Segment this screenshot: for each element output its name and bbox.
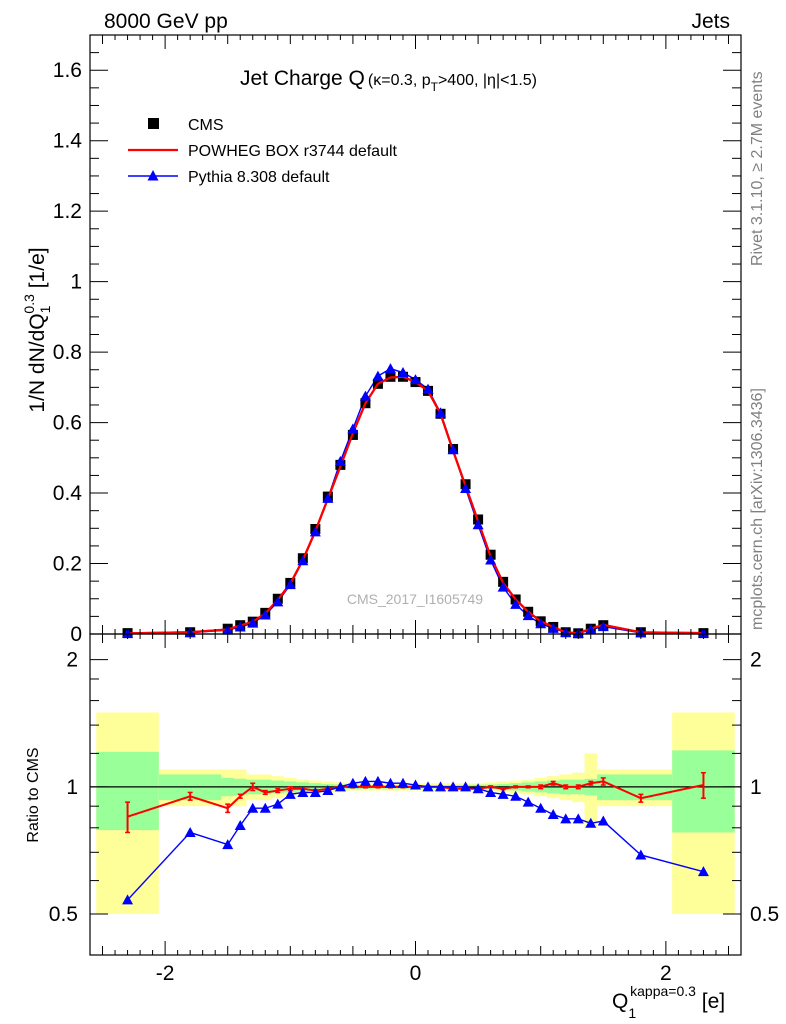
data-point-triangle [234,621,246,632]
ratio-point-triangle [585,817,597,828]
ratio-point-triangle [535,802,547,813]
y-tick-label: 0.8 [53,341,82,364]
ratio-point-triangle [322,785,334,796]
ratio-point-triangle [472,783,484,794]
ratio-point-triangle [497,788,509,799]
data-point-triangle [347,423,359,434]
legend: CMS POWHEG BOX r3744 default Pythia 8.308 … [128,117,398,186]
data-point-triangle [272,596,284,607]
ratio-point-triangle [272,798,284,809]
y-axis-label: 1/N dN/dQ10.3 [1/e] [21,247,53,412]
x-axis-label: Q1kappa=0.3 [e] [612,983,725,1021]
legend-label: Pythia 8.308 default [188,169,330,186]
main-plot: 0 0.2 0.4 0.6 0.8 1 1.2 1.4 1.6 [53,34,742,648]
ratio-point-triangle [410,779,421,790]
data-point-triangle [485,554,497,565]
ratio-point-triangle [560,813,572,824]
rivet-label: Rivet 3.1.10, ≥ 2.7M events [749,71,766,266]
ratio-point-triangle [184,826,196,837]
legend-label: POWHEG BOX r3744 default [188,143,398,160]
y-tick-label: 1 [70,271,82,294]
ratio-y-tick-label-right: 2 [750,649,762,672]
ratio-point-triangle [259,802,271,813]
analysis-watermark: CMS_2017_I1605749 [347,591,483,607]
data-point-triangle [247,617,259,628]
data-point-triangle [447,444,459,455]
ratio-point-triangle [122,894,134,905]
ratio-y-tick-label: 1 [66,776,78,799]
y-tick-label: 1.4 [53,130,83,153]
ratio-point-triangle [284,788,296,799]
y-tick-label: 1.2 [53,200,82,223]
data-point-triangle [359,390,371,401]
ratio-point-triangle [334,781,346,792]
y-tick-label: 0.4 [53,482,83,505]
ratio-point-triangle [384,777,396,788]
ratio-y-axis-label: Ratio to CMS [25,747,42,842]
x-tick-label: 0 [410,962,422,985]
ratio-point-triangle [572,813,584,824]
energy-label: 8000 GeV pp [104,10,228,33]
ratio-point-triangle [297,786,309,797]
ratio-point-triangle [447,781,459,792]
x-tick-label: 2 [660,962,672,985]
data-point-triangle [334,455,346,466]
ratio-plot: -2 0 2 0.5 0.5 1 1 2 2 [49,633,779,985]
ratio-point-triangle [247,802,259,813]
ratio-y-tick-label: 2 [66,649,78,672]
ratio-point-triangle [547,809,559,820]
ratio-y-tick-label-right: 1 [750,776,762,799]
y-tick-label: 0.6 [53,412,82,435]
ratio-point-triangle [347,777,359,788]
ratio-point-triangle [460,781,472,792]
ratio-point-triangle [635,849,647,860]
ratio-point-triangle [309,786,321,797]
legend-label: CMS [188,117,224,134]
data-point-triangle [435,407,447,418]
process-label: Jets [691,10,730,33]
data-point-triangle [297,555,309,566]
ratio-point-triangle [510,790,522,801]
data-point-triangle [422,383,434,394]
ratio-point-triangle [234,820,246,831]
ratio-y-tick-label: 0.5 [49,903,78,926]
data-point-triangle [309,526,321,537]
data-point-triangle [522,610,534,621]
ratio-point-triangle [422,781,434,792]
data-point-triangle [322,492,334,503]
data-point-triangle [535,618,547,629]
ratio-point-triangle [485,786,497,797]
y-tick-label: 1.6 [53,59,82,82]
ratio-point-triangle [397,777,409,788]
data-point-triangle [497,581,509,592]
x-tick-label: -2 [156,962,175,985]
y-tick-label: 0.2 [53,553,82,576]
ratio-y-tick-label-right: 0.5 [750,903,779,926]
data-point-triangle [510,598,522,609]
data-point-triangle [410,374,421,385]
data-point-triangle [384,363,396,374]
data-point-triangle [397,367,409,378]
legend-marker-pythia [147,170,159,181]
ratio-point-triangle [359,775,371,786]
ratio-point-triangle [522,796,534,807]
y-tick-label: 0 [70,623,82,646]
legend-marker-cms [148,118,159,129]
chart-title: Jet Charge Q (κ=0.3, pT>400, |η|<1.5) [240,67,537,94]
mcplots-label: mcplots.cern.ch [arXiv:1306.3436] [749,388,766,630]
data-point-triangle [547,622,559,633]
data-point-triangle [460,482,472,493]
data-point-triangle [472,519,484,530]
ratio-point-triangle [697,866,709,877]
ratio-point-triangle [435,781,447,792]
data-point-triangle [284,579,296,590]
ratio-point-triangle [222,839,234,850]
data-point-triangle [259,609,271,620]
ratio-point-triangle [372,775,384,786]
data-point-triangle [372,370,384,381]
ratio-point-triangle [597,815,609,826]
